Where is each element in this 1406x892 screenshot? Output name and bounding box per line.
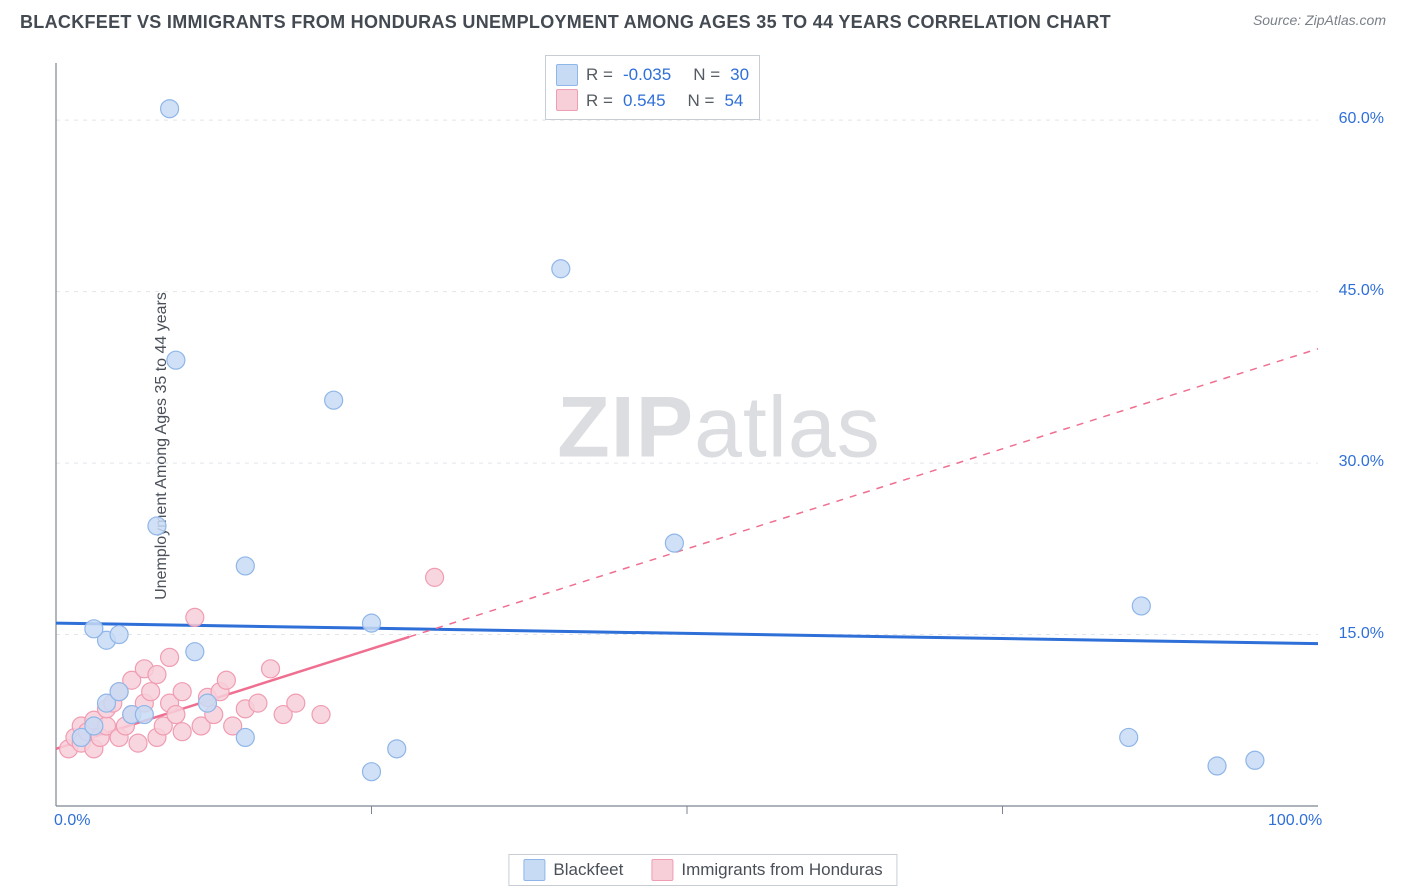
legend-swatch xyxy=(651,859,673,881)
legend-item: Immigrants from Honduras xyxy=(651,859,882,881)
legend: Blackfeet Immigrants from Honduras xyxy=(508,854,897,886)
stats-legend-box: R =-0.035N =30R =0.545N =54 xyxy=(545,55,760,120)
legend-label: Immigrants from Honduras xyxy=(681,860,882,880)
series-swatch xyxy=(556,64,578,86)
y-tick-label: 60.0% xyxy=(1339,110,1384,128)
chart-title: BLACKFEET VS IMMIGRANTS FROM HONDURAS UN… xyxy=(20,12,1111,33)
x-tick-label: 100.0% xyxy=(1268,812,1322,830)
legend-item: Blackfeet xyxy=(523,859,623,881)
series-swatch xyxy=(556,89,578,111)
legend-swatch xyxy=(523,859,545,881)
legend-label: Blackfeet xyxy=(553,860,623,880)
stats-row: R =-0.035N =30 xyxy=(556,62,749,88)
stats-row: R =0.545N =54 xyxy=(556,88,749,114)
chart-area: ZIPatlas R =-0.035N =30R =0.545N =54 15.… xyxy=(50,55,1388,832)
y-tick-label: 15.0% xyxy=(1339,625,1384,643)
y-tick-label: 30.0% xyxy=(1339,453,1384,471)
y-tick-label: 45.0% xyxy=(1339,282,1384,300)
x-tick-label: 0.0% xyxy=(54,812,90,830)
source-label: Source: ZipAtlas.com xyxy=(1253,12,1386,28)
scatter-chart xyxy=(50,55,1388,832)
